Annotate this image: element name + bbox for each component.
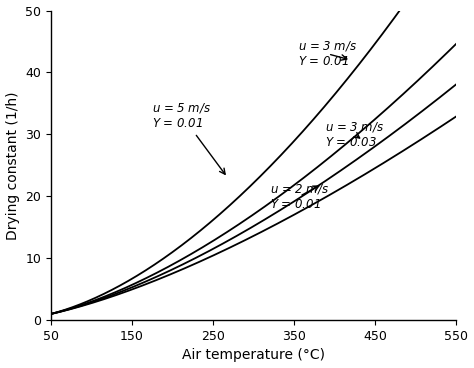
Text: $u$ = 3 m/s
$Y$ = 0.03: $u$ = 3 m/s $Y$ = 0.03 bbox=[325, 120, 384, 149]
Text: $u$ = 3 m/s
$Y$ = 0.01: $u$ = 3 m/s $Y$ = 0.01 bbox=[298, 39, 357, 68]
Y-axis label: Drying constant (1/h): Drying constant (1/h) bbox=[6, 91, 19, 240]
Text: $u$ = 2 m/s
$Y$ = 0.01: $u$ = 2 m/s $Y$ = 0.01 bbox=[270, 182, 329, 211]
Text: $u$ = 5 m/s
$Y$ = 0.01: $u$ = 5 m/s $Y$ = 0.01 bbox=[152, 101, 225, 174]
X-axis label: Air temperature (°C): Air temperature (°C) bbox=[182, 348, 325, 362]
